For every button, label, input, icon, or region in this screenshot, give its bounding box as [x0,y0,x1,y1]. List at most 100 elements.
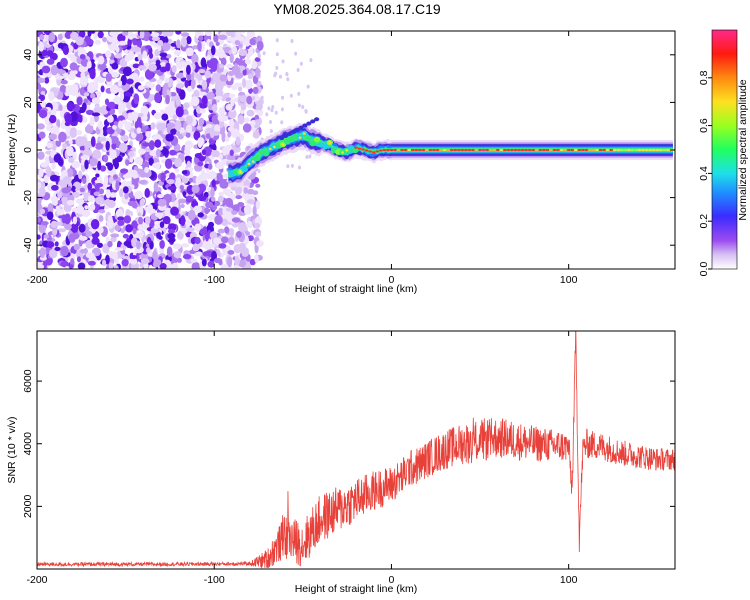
spectrogram-noise-blob [37,234,41,240]
spectrogram-noise-blob [38,41,45,52]
spectrogram-noise-blob [85,239,94,249]
spectrogram-noise-blob [120,91,125,101]
spectrogram-noise-blob [185,115,193,125]
spectrogram-noise-blob [186,227,195,232]
spectrogram-sparse-dot [281,59,285,64]
spectrogram-noise-blob [232,264,240,269]
spectrogram-noise-blob [146,236,152,245]
spectrogram-noise-blob [218,191,225,197]
spectrogram-noise-blob [47,127,55,132]
spectrogram-ridge-core [371,151,376,154]
spectrogram-ridge-core [428,148,433,152]
spectrogram-noise-blob [94,197,102,203]
spectrogram-noise-blob [254,254,259,264]
spectrogram-noise-blob [96,242,103,248]
spectrogram-noise-blob [213,257,223,264]
spectrogram-noise-blob [180,243,190,248]
spectrogram-noise-blob [116,155,123,163]
spectrogram-noise-blob [46,58,55,65]
spectrogram-noise-blob [136,127,142,134]
spectrogram-noise-blob [87,260,96,266]
snr-series-line [37,331,675,569]
spectrogram-noise-blob [109,84,119,95]
spectrogram-noise-blob [112,174,118,180]
spectrogram-noise-blob [162,87,167,98]
spectrogram-noise-blob [37,77,46,83]
x-tick-label: 100 [560,274,578,286]
spectrogram-noise-blob [200,57,207,68]
spectrogram-noise-blob [57,33,63,41]
spectrogram-sparse-dot [286,164,290,169]
spectrogram-ridge-core [400,148,404,152]
spectrogram-ridge-core [542,148,546,152]
spectrogram-noise-blob [176,192,181,200]
spectrogram-noise-blob [211,104,218,113]
spectrogram-noise-blob [204,207,210,215]
spectrogram-noise-blob [78,114,83,123]
spectrogram-ridge-core [584,148,589,152]
spectrogram-noise-blob [183,102,190,109]
spectrogram-noise-blob [40,181,46,190]
spectrogram-noise-blob [39,208,46,215]
spectrogram-noise-blob [164,105,173,115]
x-tick-label: 0 [389,574,395,586]
spectrogram-noise-blob [175,106,184,118]
spectrogram-ridge-blob [254,155,261,162]
spectrogram-noise-blob [116,100,123,105]
spectrogram-noise-blob [233,146,241,153]
spectrogram-y-ticks: -40 -20 0 20 40 [22,49,675,253]
spectrogram-noise-blob [117,40,127,46]
spectrogram-noise-blob [84,159,89,170]
colorbar-ticks: 0.0 0.2 0.4 0.6 0.8 [698,70,712,276]
spectrogram-noise-blob [215,95,223,101]
spectrogram-noise-blob [124,91,133,97]
spectrogram-noise-blob [254,222,261,229]
spectrogram-noise-blob [46,142,53,149]
spectrogram-noise-blob [54,246,61,252]
spectrogram-noise-blob [137,65,147,71]
spectrogram-noise-blob [235,136,241,146]
spectrogram-sparse-dot [252,96,256,101]
spectrogram-noise-blob [127,200,137,207]
spectrogram-noise-blob [205,172,212,180]
spectrogram-noise-blob [71,160,81,169]
spectrogram-ridge-core [666,148,670,152]
spectrogram-noise-blob [176,83,185,89]
spectrogram-noise-blob [38,222,47,234]
spectrogram-noise-blob [239,36,245,42]
spectrogram-noise-blob [231,45,238,55]
spectrogram-noise-blob [111,62,119,70]
spectrogram-noise-blob [69,62,78,71]
spectrogram-noise-blob [146,83,156,88]
spectrogram-noise-blob [199,109,206,114]
spectrogram-sparse-dot [289,93,293,98]
spectrogram-noise-blob [127,31,134,40]
spectrogram-noise-blob [54,241,59,247]
spectrogram-noise-blob [155,84,162,92]
spectrogram-noise-blob [198,195,207,202]
spectrogram-ridge-blob [313,136,321,143]
spectrogram-noise-blob [157,45,162,52]
spectrogram-noise-blob [49,174,59,182]
spectrogram-noise-blob [60,245,69,257]
spectrogram-noise-blob [218,207,224,216]
spectrogram-noise-blob [91,97,101,104]
spectrogram-noise-blob [48,32,56,43]
spectrogram-noise-blob [140,105,149,116]
spectrogram-noise-blob [242,123,252,133]
spectrogram-noise-blob [120,168,129,174]
spectrogram-ridge-core [527,148,532,152]
spectrogram-noise-blob [84,124,94,134]
spectrogram-noise-blob [246,199,255,204]
spectrogram-noise-blob [122,66,132,77]
spectrogram-noise-blob [134,120,143,131]
spectrogram-noise-blob [122,186,129,194]
spectrogram-ridge-core [471,148,475,152]
spectrogram-noise-blob [90,31,96,34]
spectrogram-noise-blob [127,39,132,47]
spectrogram-noise-blob [75,136,84,147]
spectrogram-noise-blob [100,85,105,93]
spectrogram-noise-blob [98,188,105,195]
spectrogram-noise-blob [83,98,89,104]
spectrogram-ridge-blob [241,166,248,173]
